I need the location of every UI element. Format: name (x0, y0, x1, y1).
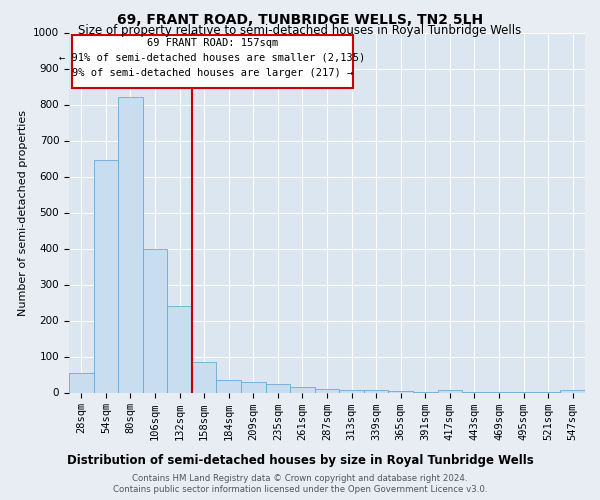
Text: Distribution of semi-detached houses by size in Royal Tunbridge Wells: Distribution of semi-detached houses by … (67, 454, 533, 467)
Text: 69 FRANT ROAD: 157sqm: 69 FRANT ROAD: 157sqm (147, 38, 278, 48)
Bar (560, 390, 585, 392)
Text: ← 91% of semi-detached houses are smaller (2,135): ← 91% of semi-detached houses are smalle… (59, 52, 365, 62)
Bar (94, 160, 118, 392)
Bar (241, 382, 266, 392)
Text: Contains HM Land Registry data © Crown copyright and database right 2024.: Contains HM Land Registry data © Crown c… (132, 474, 468, 483)
Bar (217, 380, 241, 392)
Bar (192, 362, 217, 392)
Bar (266, 384, 290, 392)
Text: 9% of semi-detached houses are larger (217) →: 9% of semi-detached houses are larger (2… (72, 68, 353, 78)
Bar (143, 248, 167, 392)
FancyBboxPatch shape (71, 35, 353, 88)
Text: Size of property relative to semi-detached houses in Royal Tunbridge Wells: Size of property relative to semi-detach… (79, 24, 521, 37)
Y-axis label: Number of semi-detached properties: Number of semi-detached properties (17, 110, 28, 316)
Text: 69, FRANT ROAD, TUNBRIDGE WELLS, TN2 5LH: 69, FRANT ROAD, TUNBRIDGE WELLS, TN2 5LH (117, 12, 483, 26)
Text: Contains public sector information licensed under the Open Government Licence v3: Contains public sector information licen… (113, 485, 487, 494)
Bar (69, 372, 94, 392)
Bar (339, 390, 364, 392)
Bar (167, 306, 192, 392)
Bar (364, 390, 388, 392)
Bar (388, 390, 413, 392)
Bar (118, 98, 143, 393)
Bar (315, 389, 339, 392)
Bar (437, 390, 462, 392)
Bar (290, 387, 315, 392)
